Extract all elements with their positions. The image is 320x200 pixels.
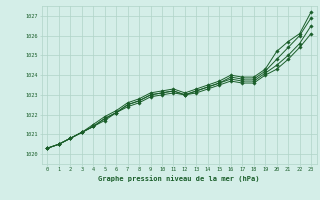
- X-axis label: Graphe pression niveau de la mer (hPa): Graphe pression niveau de la mer (hPa): [99, 175, 260, 182]
